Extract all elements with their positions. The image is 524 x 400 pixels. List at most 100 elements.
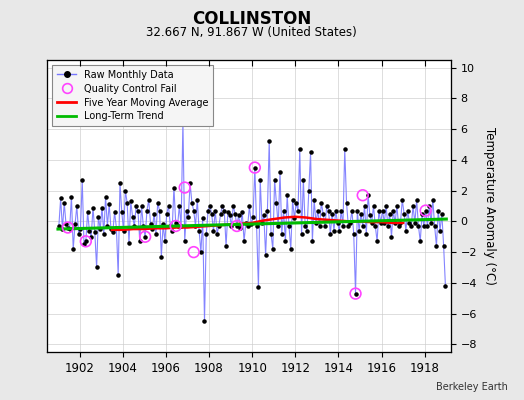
Point xyxy=(283,192,291,198)
Point xyxy=(339,223,347,229)
Point xyxy=(249,214,257,220)
Point xyxy=(184,214,192,220)
Point xyxy=(112,224,121,231)
Point xyxy=(259,212,268,218)
Point xyxy=(247,221,255,228)
Point xyxy=(425,203,433,209)
Point xyxy=(69,246,78,252)
Point xyxy=(193,197,202,203)
Point xyxy=(206,203,214,209)
Point xyxy=(348,208,356,214)
Point xyxy=(285,223,293,229)
Point xyxy=(98,204,106,211)
Point xyxy=(361,203,369,209)
Point xyxy=(181,238,189,244)
Point xyxy=(233,223,241,229)
Point xyxy=(150,210,158,217)
Point xyxy=(82,238,90,244)
Point xyxy=(219,203,227,209)
Point xyxy=(308,238,316,244)
Point xyxy=(89,204,97,211)
Point xyxy=(395,223,403,229)
Point xyxy=(190,249,198,255)
Point xyxy=(107,226,115,232)
Point xyxy=(332,208,340,214)
Point xyxy=(392,203,401,209)
Point xyxy=(402,227,410,234)
Point xyxy=(208,210,216,217)
Point xyxy=(407,223,416,229)
Point xyxy=(290,215,299,222)
Point xyxy=(265,138,274,145)
Point xyxy=(423,223,432,229)
Point xyxy=(91,229,99,235)
Point xyxy=(278,230,286,237)
Point xyxy=(380,220,388,226)
Point xyxy=(57,195,65,202)
Point xyxy=(429,197,437,203)
Point xyxy=(375,208,383,214)
Text: 32.667 N, 91.867 W (United States): 32.667 N, 91.867 W (United States) xyxy=(146,26,357,39)
Point xyxy=(432,243,441,249)
Point xyxy=(335,227,344,234)
Point xyxy=(181,184,189,191)
Point xyxy=(250,164,259,171)
Point xyxy=(238,209,246,215)
Point xyxy=(281,238,290,244)
Point xyxy=(245,203,254,209)
Point xyxy=(67,194,75,200)
Point xyxy=(326,230,334,237)
Point xyxy=(440,243,448,249)
Point xyxy=(357,210,365,217)
Point xyxy=(387,234,396,240)
Point xyxy=(85,227,94,234)
Point xyxy=(119,227,128,234)
Text: COLLINSTON: COLLINSTON xyxy=(192,10,311,28)
Legend: Raw Monthly Data, Quality Control Fail, Five Year Moving Average, Long-Term Tren: Raw Monthly Data, Quality Control Fail, … xyxy=(52,65,213,126)
Point xyxy=(216,210,225,217)
Point xyxy=(188,200,196,206)
Point xyxy=(173,223,182,229)
Point xyxy=(165,203,173,209)
Point xyxy=(141,234,149,240)
Point xyxy=(177,223,185,229)
Point xyxy=(157,254,166,260)
Point xyxy=(116,180,124,186)
Point xyxy=(127,198,135,204)
Point xyxy=(296,146,304,152)
Point xyxy=(60,200,69,206)
Point xyxy=(199,215,207,222)
Point xyxy=(125,240,133,246)
Point xyxy=(391,220,399,226)
Point xyxy=(298,230,306,237)
Point xyxy=(213,230,221,237)
Point xyxy=(96,226,104,232)
Point xyxy=(54,223,63,229)
Point xyxy=(294,208,302,214)
Point xyxy=(236,224,245,231)
Point xyxy=(166,223,174,229)
Point xyxy=(111,209,119,215)
Point xyxy=(121,188,129,194)
Point xyxy=(250,164,259,171)
Point xyxy=(350,230,358,237)
Point xyxy=(321,223,329,229)
Point xyxy=(341,146,349,152)
Point xyxy=(74,230,83,237)
Point xyxy=(292,200,300,206)
Point xyxy=(171,223,180,229)
Point xyxy=(211,208,220,214)
Point xyxy=(191,223,200,229)
Point xyxy=(299,177,308,183)
Point xyxy=(414,223,423,229)
Point xyxy=(364,192,373,198)
Point xyxy=(355,227,363,234)
Point xyxy=(240,238,248,244)
Point xyxy=(92,264,101,271)
Point xyxy=(430,223,439,229)
Point xyxy=(200,318,209,324)
Point xyxy=(195,227,203,234)
Point xyxy=(87,234,95,240)
Point xyxy=(175,203,183,209)
Point xyxy=(427,220,435,226)
